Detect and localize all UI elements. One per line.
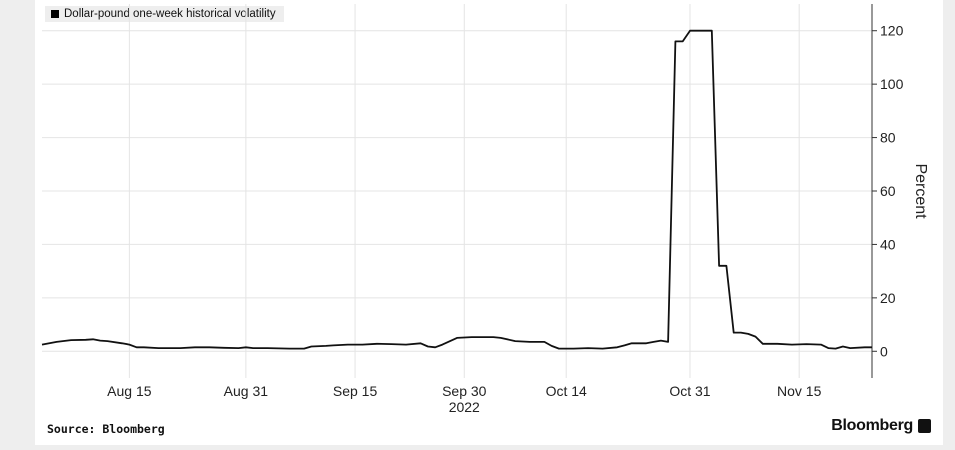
volatility-line-chart: 0 20 40 60 80 100 120 Aug 15 Aug 31 Sep 15 Sep 30 O… xyxy=(41,4,929,412)
y-tick-label: 60 xyxy=(880,183,896,199)
source-note: Source: Bloomberg xyxy=(47,422,165,436)
y-tick-label: 40 xyxy=(880,236,896,252)
legend-label: Dollar-pound one-week historical volatil… xyxy=(64,8,276,20)
x-tick-label: Aug 15 xyxy=(107,383,152,399)
y-axis-label: Percent xyxy=(912,163,929,219)
series-line xyxy=(41,29,872,350)
x-tick-label: Aug 31 xyxy=(224,383,269,399)
y-tick-label: 0 xyxy=(880,343,888,359)
legend-swatch xyxy=(51,10,59,18)
x-tick-label: Oct 14 xyxy=(546,383,587,399)
brand-name: Bloomberg xyxy=(831,417,913,434)
y-tick-label: 100 xyxy=(880,76,904,92)
x-year-label: 2022 xyxy=(449,399,480,412)
brand-logo: Bloomberg xyxy=(831,417,931,435)
x-tick-label: Sep 15 xyxy=(333,383,378,399)
chart-card: Dollar-pound one-week historical volatil… xyxy=(35,0,943,445)
y-tick-label: 20 xyxy=(880,290,896,306)
x-tick-label: Oct 31 xyxy=(669,383,710,399)
x-tick-label: Nov 15 xyxy=(777,383,822,399)
chart-legend: Dollar-pound one-week historical volatil… xyxy=(45,6,284,22)
y-tick-label: 120 xyxy=(880,23,904,39)
brand-terminal-icon xyxy=(918,419,931,433)
x-tick-label: Sep 30 xyxy=(442,383,487,399)
y-tick-label: 80 xyxy=(880,130,896,146)
